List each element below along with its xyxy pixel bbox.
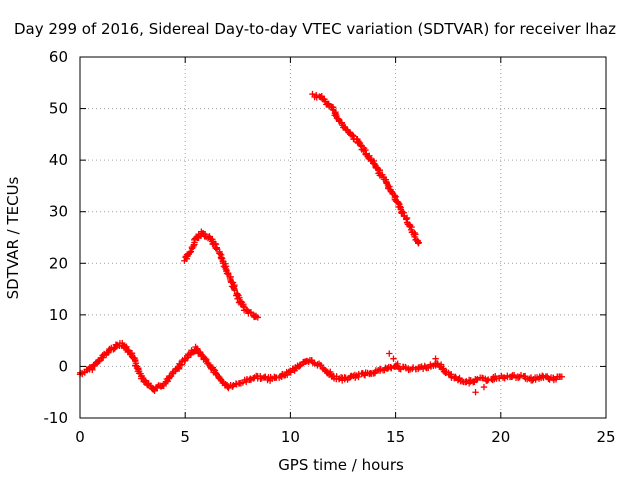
data-point: [229, 383, 236, 390]
data-point: [433, 360, 441, 367]
data-point: [480, 383, 488, 391]
series-0: [76, 339, 566, 394]
series-1: [181, 228, 261, 321]
series-3: [386, 350, 515, 396]
data-point: [187, 248, 195, 255]
x-tick-label: 15: [386, 428, 405, 446]
data-point: [96, 357, 103, 364]
data-point: [456, 374, 463, 382]
data-point: [205, 359, 212, 367]
data-point: [201, 230, 209, 238]
data-point: [473, 376, 480, 384]
plot-frame: [79, 56, 607, 419]
y-tick-label: 50: [49, 100, 68, 118]
data-point: [186, 249, 194, 256]
y-tick-label: 0: [58, 357, 68, 375]
data-point: [254, 314, 261, 321]
data-point: [484, 377, 491, 384]
y-tick-label: -10: [44, 409, 69, 427]
data-points: [76, 90, 566, 396]
data-point: [357, 142, 364, 149]
data-point: [415, 239, 422, 246]
x-tick-label: 10: [281, 428, 300, 446]
y-axis-label: SDTVAR / TECUs: [4, 176, 22, 299]
data-point: [508, 373, 515, 380]
y-tick-label: 30: [49, 203, 68, 221]
data-point: [216, 250, 224, 257]
x-tick-label: 20: [491, 428, 510, 446]
series-2: [309, 90, 422, 247]
y-tick-label: 10: [49, 306, 68, 324]
x-tick-label: 25: [596, 428, 615, 446]
data-point: [472, 389, 479, 396]
data-point: [440, 365, 447, 372]
x-tick-label: 0: [75, 428, 85, 446]
data-point: [217, 376, 225, 383]
data-point: [240, 302, 247, 310]
data-point: [111, 345, 118, 352]
data-point: [394, 360, 401, 368]
x-axis-label: GPS time / hours: [278, 456, 404, 474]
data-point: [558, 373, 566, 380]
data-point: [349, 132, 356, 139]
y-tick-label: 60: [49, 48, 68, 66]
data-point: [396, 203, 404, 210]
data-point: [296, 361, 304, 369]
data-point: [169, 370, 177, 377]
data-point: [432, 355, 439, 362]
axis-ticks: 0 5 10 15 20 25 -10 0 10 20 30 40 50 60: [44, 48, 616, 446]
data-point: [313, 91, 320, 99]
data-point: [287, 369, 295, 376]
data-point: [403, 216, 410, 223]
data-point: [95, 358, 102, 365]
y-tick-label: 20: [49, 254, 68, 272]
chart-title: Day 299 of 2016, Sidereal Day-to-day VTE…: [14, 20, 616, 38]
x-tick-label: 5: [180, 428, 190, 446]
y-tick-label: 40: [49, 151, 68, 169]
data-point: [390, 355, 397, 362]
data-point: [231, 286, 238, 294]
data-point: [386, 350, 393, 357]
